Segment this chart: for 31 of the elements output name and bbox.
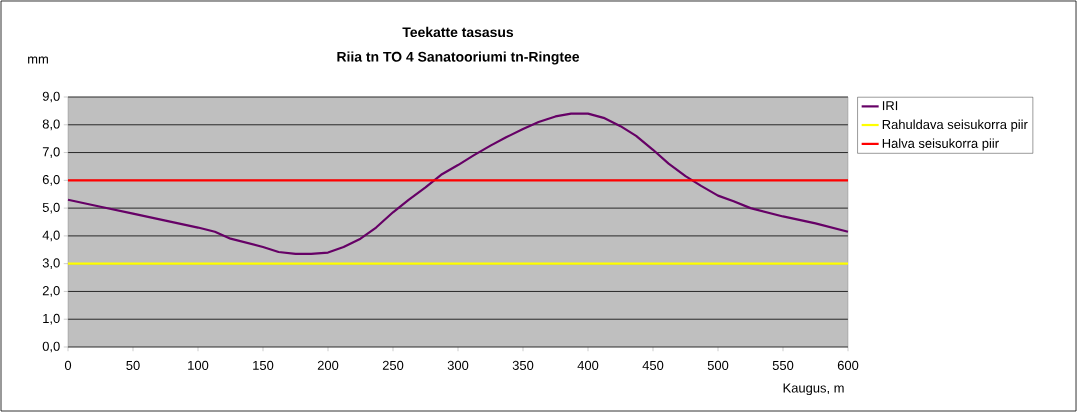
y-tick-label: 3,0: [42, 258, 60, 270]
x-tick-label: 400: [577, 360, 599, 370]
y-tick-label: 9,0: [42, 91, 60, 103]
y-tick-label: 6,0: [42, 174, 60, 186]
x-tick-label: 450: [642, 360, 664, 370]
chart-title: Teekatte tasasus: [402, 26, 514, 38]
line-series: [66, 112, 850, 256]
legend-label: IRI: [882, 101, 898, 111]
x-tick-label: 100: [188, 360, 209, 370]
x-axis-title: Kaugus, m: [783, 383, 844, 396]
x-tick-label: 350: [512, 360, 534, 370]
chart-subtitle: Riia tn TO 4 Sanatooriumi tn-Ringtee: [337, 51, 580, 65]
x-tick-label: 300: [447, 360, 469, 370]
x-tick-label: 150: [253, 360, 274, 370]
y-tick-label: 1,0: [43, 313, 60, 325]
x-tick-label: 600: [837, 360, 859, 370]
y-tick-label: 0,0: [42, 341, 60, 353]
x-tick-label: 250: [382, 360, 404, 370]
y-tick-label: 7,0: [42, 147, 60, 158]
x-tick-label: 0: [64, 360, 72, 370]
x-tick-label: 50: [126, 360, 140, 370]
x-tick-label: 500: [707, 360, 729, 370]
legend-label: Halva seisukorra piir: [882, 138, 999, 151]
y-tick-label: 2,0: [42, 286, 60, 297]
y-tick-label: 8,0: [42, 119, 60, 131]
y-axis-title: mm: [28, 56, 48, 64]
x-tick-label: 200: [317, 360, 339, 370]
y-tick-label: 4,0: [42, 230, 60, 242]
legend-label: Rahuldava seisukorra piir: [882, 119, 1028, 132]
x-tick-label: 550: [772, 360, 794, 370]
y-tick-label: 5,0: [42, 202, 60, 214]
